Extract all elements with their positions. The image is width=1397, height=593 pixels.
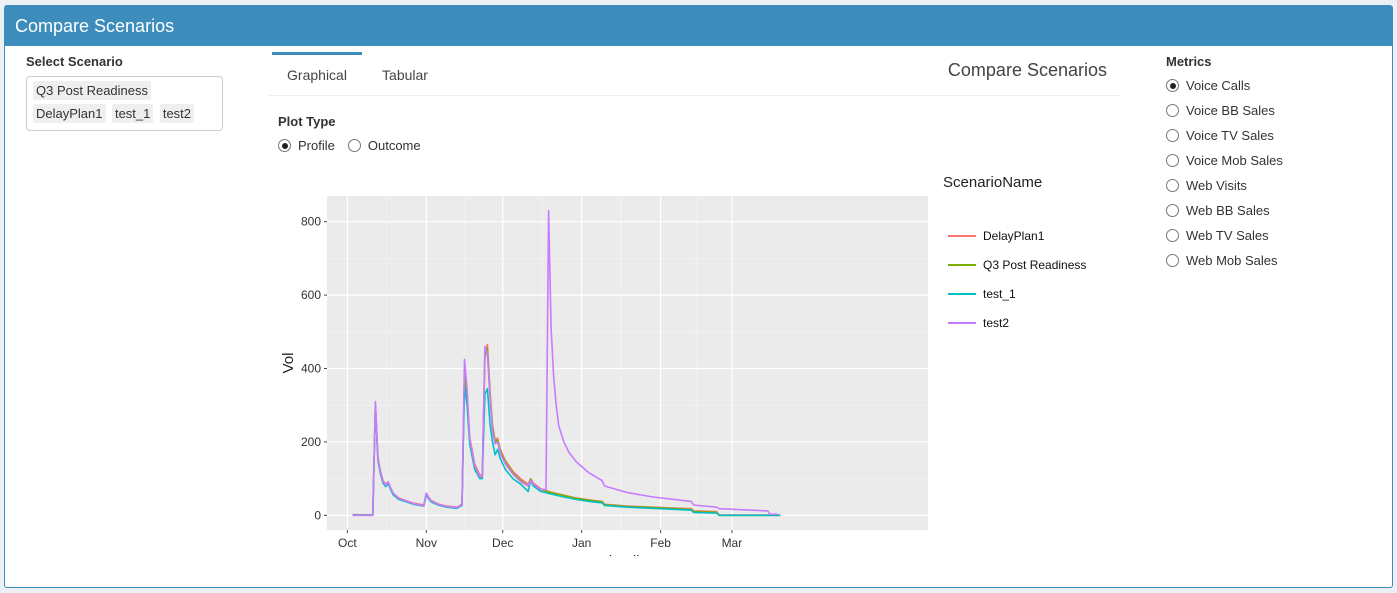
metric-option[interactable]: Voice Mob Sales [1166, 148, 1366, 173]
metrics-radio-group: Voice Calls Voice BB Sales Voice TV Sale… [1166, 73, 1366, 273]
radio-web-visits[interactable] [1166, 179, 1179, 192]
metric-label: Voice Mob Sales [1186, 153, 1283, 168]
metrics-panel: Metrics Voice Calls Voice BB Sales Voice… [1166, 54, 1366, 273]
radio-profile-label: Profile [298, 138, 335, 153]
metric-label: Voice BB Sales [1186, 103, 1275, 118]
scenario-chip[interactable]: Q3 Post Readiness [33, 81, 152, 100]
tab-tabular[interactable]: Tabular [382, 67, 428, 83]
tab-panel: Graphical Tabular Compare Scenarios Plot… [268, 52, 1121, 556]
legend-label: test_1 [983, 287, 1016, 301]
x-tick-label: Dec [492, 536, 513, 550]
x-tick-label: Nov [416, 536, 437, 550]
y-axis-label: Vol [280, 353, 297, 374]
tab-graphical[interactable]: Graphical [272, 52, 362, 96]
legend-label: Q3 Post Readiness [983, 258, 1086, 272]
radio-web-tv-sales[interactable] [1166, 229, 1179, 242]
box-header-title: Compare Scenarios [5, 6, 1392, 46]
scenario-line-chart: 0 200 400 600 800 Oct Nov Dec Jan Feb Mar datelist V… [280, 174, 1086, 556]
legend-label: DelayPlan1 [983, 229, 1045, 243]
radio-profile[interactable] [278, 139, 291, 152]
y-tick-label: 200 [301, 435, 321, 449]
select-scenario-label: Select Scenario [26, 54, 123, 69]
scenario-multiselect[interactable]: Q3 Post Readiness DelayPlan1 test_1 test… [26, 76, 223, 131]
metric-option[interactable]: Voice BB Sales [1166, 98, 1366, 123]
scenario-chip[interactable]: test_1 [111, 104, 154, 123]
metric-label: Web BB Sales [1186, 203, 1270, 218]
x-tick-label: Mar [722, 536, 743, 550]
metric-option[interactable]: Web BB Sales [1166, 198, 1366, 223]
y-tick-label: 0 [314, 508, 321, 522]
panel-title: Compare Scenarios [947, 60, 1107, 80]
x-tick-label: Feb [650, 536, 671, 550]
radio-voice-mob-sales[interactable] [1166, 154, 1179, 167]
radio-web-bb-sales[interactable] [1166, 204, 1179, 217]
scenario-chip[interactable]: DelayPlan1 [33, 104, 106, 123]
legend-label: test2 [983, 316, 1009, 330]
metric-label: Web Mob Sales [1186, 253, 1278, 268]
scenario-chip[interactable]: test2 [159, 104, 195, 123]
metric-option[interactable]: Web Mob Sales [1166, 248, 1366, 273]
metric-label: Web TV Sales [1186, 228, 1269, 243]
radio-voice-calls[interactable] [1166, 79, 1179, 92]
x-axis-label: datelist [604, 553, 652, 556]
radio-outcome-label: Outcome [367, 138, 421, 153]
radio-web-mob-sales[interactable] [1166, 254, 1179, 267]
plot-panel [327, 196, 928, 530]
radio-outcome[interactable] [347, 139, 361, 152]
radio-voice-bb-sales[interactable] [1166, 104, 1179, 117]
plot-type-radio-group: Profile Outcome [278, 138, 421, 153]
series-line-test2 [352, 209, 778, 517]
x-tick-label: Oct [338, 536, 357, 550]
metric-option[interactable]: Web TV Sales [1166, 223, 1366, 248]
metric-label: Voice Calls [1186, 78, 1251, 93]
legend-title: ScenarioName [943, 174, 1042, 191]
metric-option[interactable]: Voice Calls [1166, 73, 1366, 98]
metric-option[interactable]: Voice TV Sales [1166, 123, 1366, 148]
radio-voice-tv-sales[interactable] [1166, 129, 1179, 142]
y-tick-label: 600 [301, 288, 321, 302]
x-tick-label: Jan [572, 536, 591, 550]
y-tick-label: 800 [301, 215, 321, 229]
plot-type-label: Plot Type [278, 114, 336, 129]
metric-option[interactable]: Web Visits [1166, 173, 1366, 198]
y-tick-label: 400 [301, 362, 321, 376]
metric-label: Web Visits [1186, 178, 1247, 193]
tab-bar: Graphical Tabular Compare Scenarios [268, 52, 1121, 96]
metric-label: Voice TV Sales [1186, 128, 1274, 143]
metrics-label: Metrics [1166, 54, 1212, 69]
scenario-selector: Select Scenario Q3 Post Readiness DelayP… [26, 54, 226, 131]
